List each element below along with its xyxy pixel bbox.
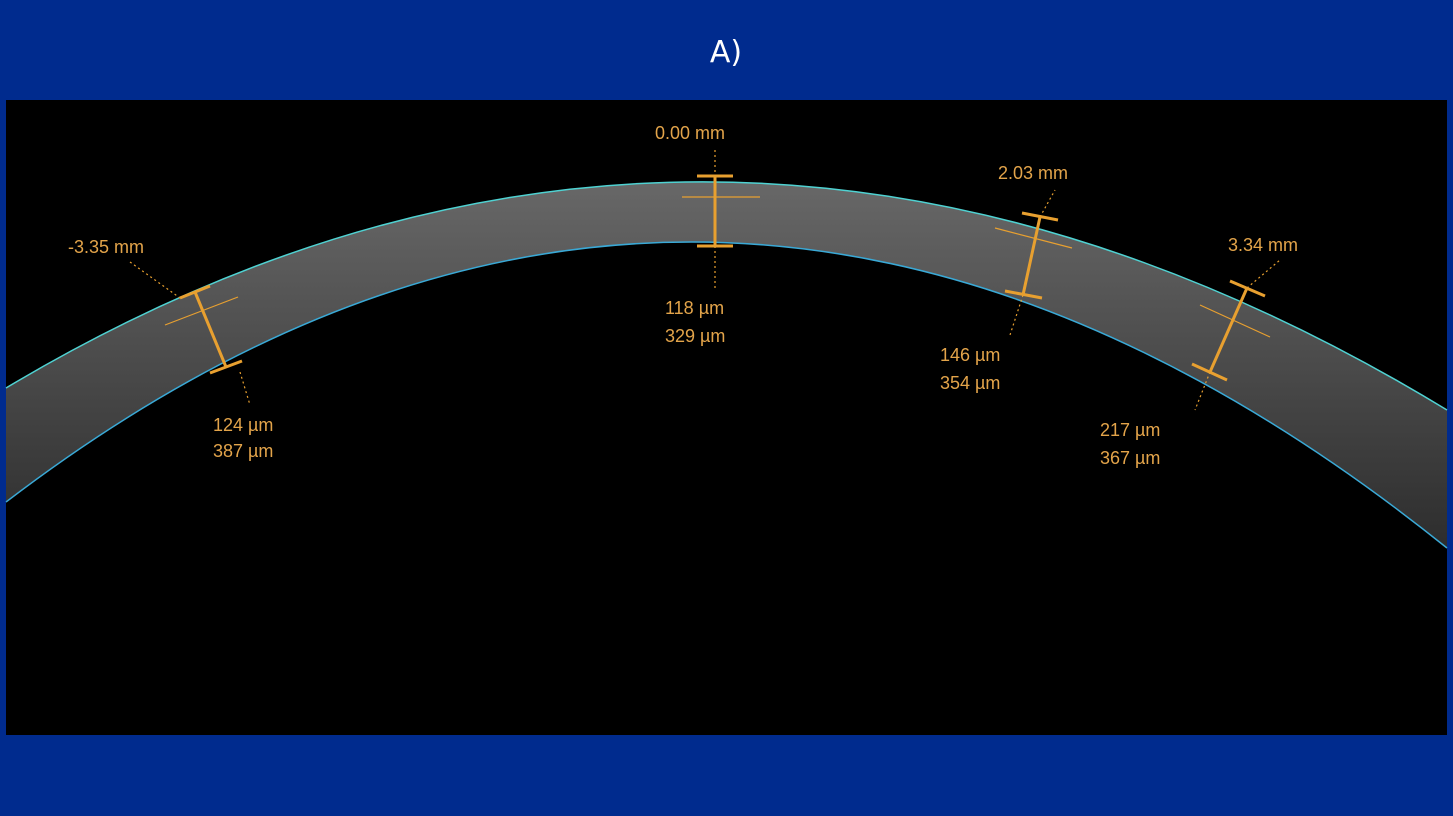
page: A) -3.35 mm 124 µm 387 µm 0.00 mm 118 µm… — [0, 0, 1453, 816]
depth-label: 354 µm — [940, 373, 1000, 393]
depth-label: 387 µm — [213, 441, 273, 461]
position-label: 2.03 mm — [998, 163, 1068, 183]
title: A) — [710, 35, 742, 70]
depth-label: 329 µm — [665, 326, 725, 346]
thickness-label: 118 µm — [665, 298, 724, 318]
thickness-label: 146 µm — [940, 345, 1000, 365]
depth-label: 367 µm — [1100, 448, 1160, 468]
position-label: -3.35 mm — [68, 237, 144, 257]
thickness-label: 217 µm — [1100, 420, 1160, 440]
position-label: 3.34 mm — [1228, 235, 1298, 255]
position-label: 0.00 mm — [655, 123, 725, 143]
thickness-label: 124 µm — [213, 415, 273, 435]
